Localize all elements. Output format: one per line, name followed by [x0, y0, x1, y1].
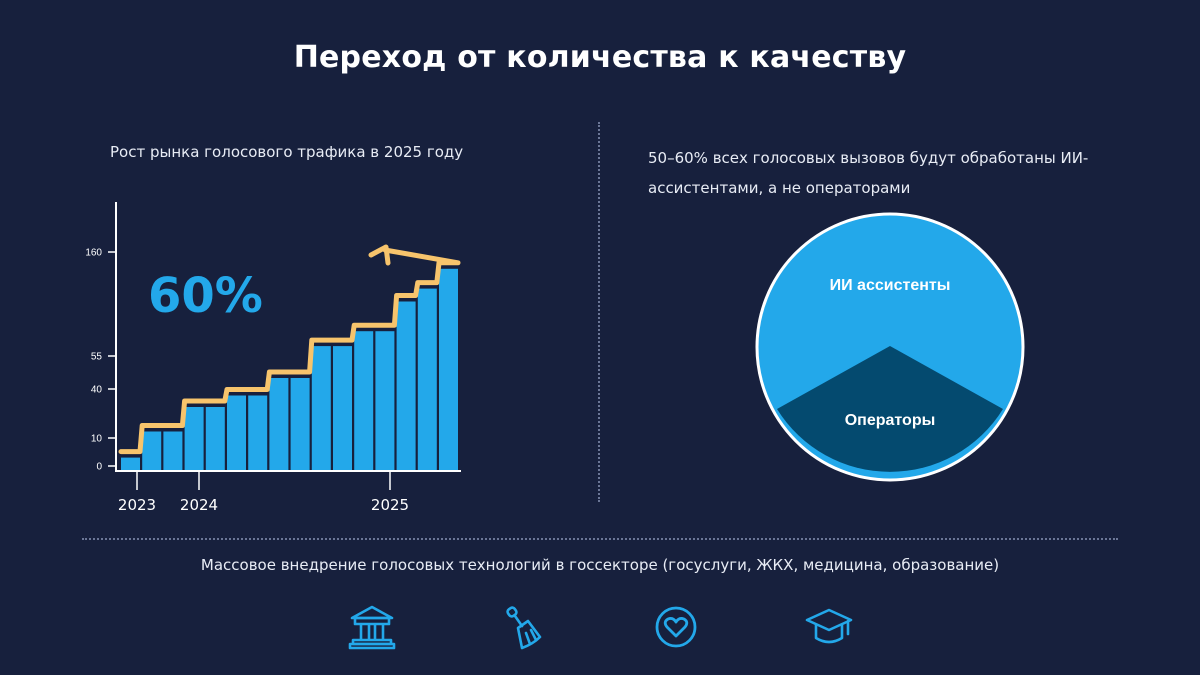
bar	[142, 431, 162, 471]
bar	[205, 407, 225, 471]
bar	[184, 407, 204, 471]
page-title: Переход от количества к качеству	[293, 40, 907, 75]
bar	[163, 431, 183, 471]
bar	[248, 395, 268, 471]
bar	[439, 268, 458, 471]
right-chart-subtitle: 50–60% всех голосовых вызовов будут обра…	[648, 149, 1089, 197]
bar	[290, 378, 310, 471]
pie-label-operators: Операторы	[845, 412, 936, 429]
pie-label-ai-assistants: ИИ ассистенты	[830, 277, 951, 294]
bar-chart: 0 10 40 55 160 2023 2024 2025 60%	[85, 202, 461, 514]
y-tick-label: 0	[96, 462, 102, 473]
heart-circle-icon	[655, 606, 697, 648]
bar	[354, 331, 374, 471]
y-tick-label: 55	[91, 352, 103, 363]
vertical-divider	[598, 122, 600, 502]
bar	[417, 288, 437, 471]
footer-text: Массовое внедрение голосовых технологий …	[200, 556, 1000, 574]
broom-icon	[506, 606, 542, 650]
trend-line	[118, 247, 461, 455]
graduation-cap-icon	[805, 608, 853, 644]
horizontal-divider	[82, 538, 1118, 540]
pie-slice-operators	[777, 346, 1003, 472]
x-tick-label: 2024	[180, 496, 218, 514]
growth-percentage: 60%	[148, 268, 263, 324]
bar	[375, 331, 395, 471]
trend-arrowhead	[368, 244, 391, 266]
bar	[311, 346, 331, 471]
bar	[121, 457, 140, 471]
y-tick-label: 10	[91, 434, 103, 445]
bar	[333, 346, 352, 471]
bar	[396, 301, 416, 471]
bar	[269, 378, 289, 471]
left-chart-subtitle: Рост рынка голосового трафика в 2025 год…	[110, 143, 464, 161]
x-tick-label: 2025	[371, 496, 409, 514]
government-building-icon	[348, 605, 396, 650]
y-tick-label: 160	[85, 248, 102, 259]
y-tick-label: 40	[91, 385, 103, 396]
pie-chart: ИИ ассистенты Операторы	[755, 212, 1025, 482]
pie-outline	[755, 212, 1025, 482]
bar	[227, 395, 246, 471]
x-tick-label: 2023	[118, 496, 156, 514]
